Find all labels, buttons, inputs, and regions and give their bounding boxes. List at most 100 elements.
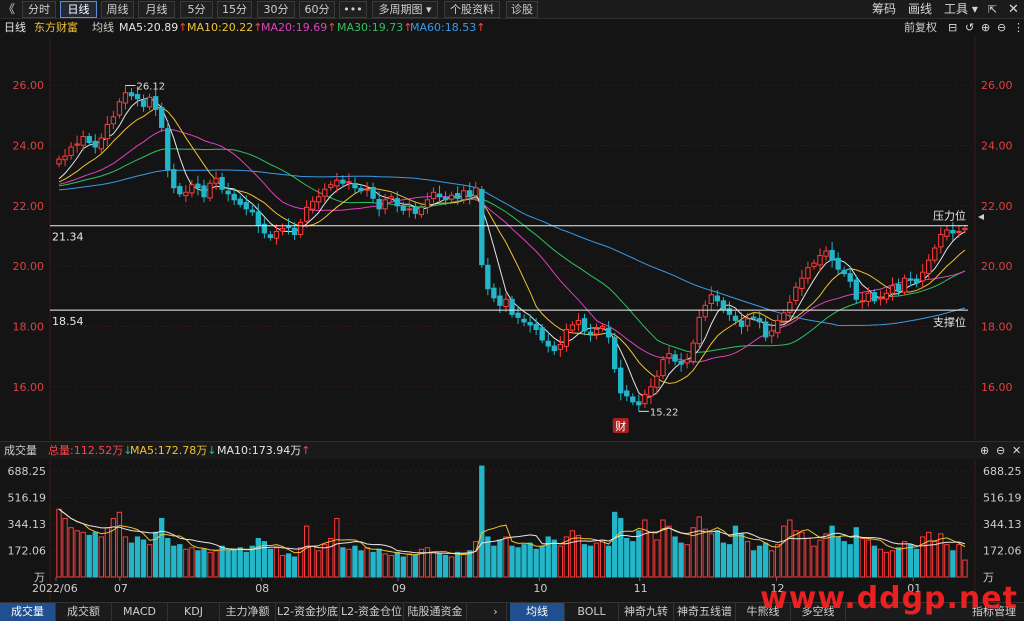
tab-overlay-3[interactable]: 神奇五线谱 xyxy=(674,603,736,621)
volume-bar xyxy=(491,545,497,578)
period-button-10[interactable]: 个股资料 xyxy=(444,1,500,18)
volume-bar xyxy=(756,545,763,578)
candle-body xyxy=(678,360,684,365)
price-tick-label-right: 24.00 xyxy=(981,140,1013,153)
candle-body xyxy=(799,277,805,289)
price-candlestick-chart[interactable]: 26.00 26.00 24.00 24.00 22.00 22.00 20.00 20.00… xyxy=(0,37,1024,441)
volume-bar xyxy=(104,527,111,578)
menu-icon[interactable]: ⋮ xyxy=(1013,21,1024,34)
period-button-6[interactable]: 30分 xyxy=(257,1,295,18)
period-button-7[interactable]: 60分 xyxy=(299,1,335,18)
price-adjust-label[interactable]: 前复权 xyxy=(904,21,937,34)
tab-overlay-5[interactable]: 多空线 xyxy=(791,603,846,621)
expand-icon[interactable]: ⇱ xyxy=(988,3,998,16)
volume-ma5-line xyxy=(58,508,966,556)
zoom-in-icon[interactable]: ⊕ xyxy=(980,444,990,457)
draw-line-button[interactable]: 画线 xyxy=(908,2,933,16)
volume-bar xyxy=(581,544,588,578)
volume-bar xyxy=(895,547,902,578)
candle-body xyxy=(720,300,727,311)
volume-bar-chart[interactable]: 688.25 688.25 516.19 516.19 344.13 344.13 172.… xyxy=(0,459,1024,602)
tools-menu-button[interactable]: 工具 ▾ xyxy=(944,2,978,16)
period-button-3[interactable]: 月线 xyxy=(138,1,175,18)
candle-body xyxy=(225,190,231,195)
zoom-out-icon[interactable]: ⊖ xyxy=(996,444,1006,457)
price-tick-label-left: 24.00 xyxy=(13,140,45,153)
tab-indicator-0[interactable]: 成交量 xyxy=(0,603,56,621)
volume-bar xyxy=(551,539,557,578)
candle-body xyxy=(297,221,304,235)
volume-bar xyxy=(720,542,727,578)
volume-bar xyxy=(74,530,80,578)
volume-bar xyxy=(769,550,775,578)
candle-body xyxy=(159,107,165,128)
period-button-4[interactable]: 5分 xyxy=(180,1,213,18)
volume-bar xyxy=(847,544,853,578)
tab-indicator-5[interactable]: L2-资金抄底 xyxy=(276,603,340,621)
back-icon[interactable]: 《 xyxy=(3,2,16,16)
volume-tick-label-right: 344.13 xyxy=(983,518,1022,531)
volume-bar xyxy=(442,554,449,578)
tab-indicator-7[interactable]: 陆股通资金 xyxy=(404,603,467,621)
volume-bar xyxy=(310,545,316,578)
volume-bar xyxy=(926,531,932,578)
volume-bar xyxy=(805,537,811,578)
period-button-0[interactable]: 分时 xyxy=(22,1,56,18)
zoom-out-icon[interactable]: ⊖ xyxy=(997,21,1007,34)
tab-indicator-3[interactable]: KDJ xyxy=(168,603,220,621)
period-button-9[interactable]: 多周期图 ▾ xyxy=(372,1,438,18)
period-button-5[interactable]: 15分 xyxy=(217,1,252,18)
candle-body xyxy=(497,295,503,306)
candle-body xyxy=(406,208,412,211)
period-button-8[interactable]: ••• xyxy=(339,1,367,18)
indicator-manage-button[interactable]: 指标管理 xyxy=(972,605,1016,618)
volume-bar xyxy=(932,541,938,578)
candle-body xyxy=(322,188,328,197)
level-annotation: 支撑位 xyxy=(933,315,966,329)
candle-body xyxy=(793,286,799,302)
candle-body xyxy=(551,345,557,352)
tab-overlay-2[interactable]: 神奇九转 xyxy=(619,603,674,621)
volume-bar xyxy=(267,548,274,578)
tab-indicator-2[interactable]: MACD xyxy=(112,603,168,621)
volume-bar xyxy=(835,536,841,578)
volume-bar xyxy=(189,547,195,578)
volume-bar xyxy=(672,536,678,578)
volume-bar xyxy=(877,548,884,578)
candle-body xyxy=(183,191,189,197)
tab-indicator-1[interactable]: 成交额 xyxy=(56,603,112,621)
volume-bar xyxy=(80,531,86,578)
zoom-in-icon[interactable]: ⊕ xyxy=(981,21,991,34)
candle-body xyxy=(334,179,340,187)
volume-bar xyxy=(654,539,660,578)
tab-overlay-1[interactable]: BOLL xyxy=(565,603,619,621)
candle-body xyxy=(515,312,521,318)
tab-indicator-4[interactable]: 主力净额 xyxy=(220,603,276,621)
tab-indicator-6[interactable]: L2-资金仓位 xyxy=(340,603,404,621)
volume-bar xyxy=(738,533,745,578)
volume-bar xyxy=(938,533,944,578)
price-tick-label-left: 22.00 xyxy=(13,200,45,213)
period-button-11[interactable]: 诊股 xyxy=(506,1,538,18)
candle-body xyxy=(950,230,956,234)
high-marker-label: 26.12 xyxy=(136,82,165,93)
period-button-2[interactable]: 周线 xyxy=(101,1,134,18)
tab-more-button[interactable]: › xyxy=(485,603,507,621)
close-icon[interactable]: ✕ xyxy=(1008,2,1019,17)
volume-bar xyxy=(624,537,630,578)
chip-distribution-button[interactable]: 筹码 xyxy=(872,2,897,16)
undo-icon[interactable]: ↺ xyxy=(965,21,975,34)
low-marker-label: 15.22 xyxy=(650,407,679,418)
tab-overlay-4[interactable]: 牛熊线 xyxy=(736,603,791,621)
volume-bar xyxy=(962,559,968,578)
volume-bar xyxy=(382,553,388,578)
candle-body xyxy=(243,202,249,210)
candle-body xyxy=(134,94,141,100)
close-icon[interactable]: ✕ xyxy=(1012,444,1022,457)
avg-line-label[interactable]: 均线 xyxy=(92,21,114,34)
candle-body xyxy=(762,321,769,338)
period-button-1[interactable]: 日线 xyxy=(60,1,97,18)
lock-icon[interactable]: ⊟ xyxy=(948,21,958,34)
tab-overlay-0[interactable]: 均线 xyxy=(510,603,565,621)
candle-body xyxy=(956,230,962,233)
